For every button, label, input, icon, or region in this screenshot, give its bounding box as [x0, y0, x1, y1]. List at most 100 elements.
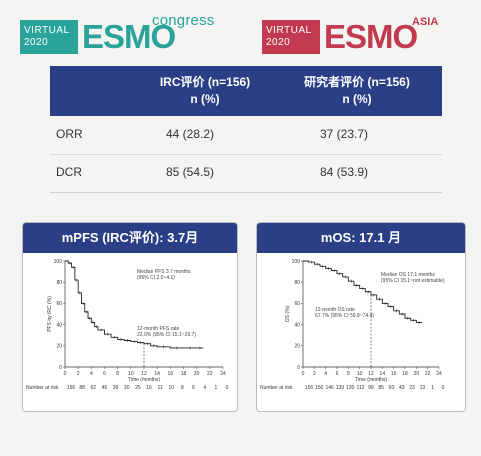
number-at-risk-value: 99: [368, 385, 374, 391]
number-at-risk-value: 1: [431, 385, 434, 391]
y-tick-label: 0: [297, 365, 300, 371]
number-at-risk-value: 43: [399, 385, 405, 391]
y-tick-label: 60: [56, 301, 62, 307]
x-tick-label: 12: [368, 371, 374, 377]
x-tick-label: 4: [90, 371, 93, 377]
irc-column-header: IRC评价 (n=156) n (%): [150, 74, 260, 108]
number-at-risk-value: 85: [378, 385, 384, 391]
virtual-label: VIRTUAL: [266, 25, 312, 36]
number-at-risk-label: Number at risk: [260, 385, 293, 391]
x-tick-label: 2: [77, 371, 80, 377]
esmo-brand: ESMO: [82, 18, 176, 55]
x-tick-label: 20: [194, 371, 200, 377]
virtual-badge: VIRTUAL 2020: [262, 20, 320, 54]
x-tick-label: 22: [425, 371, 431, 377]
survival-curve: [65, 260, 204, 349]
year-label: 2020: [24, 37, 49, 48]
number-at-risk-value: 0: [226, 385, 229, 391]
x-tick-label: 16: [391, 371, 397, 377]
number-at-risk-value: 25: [135, 385, 141, 391]
number-at-risk-value: 13: [420, 385, 426, 391]
x-tick-label: 0: [64, 371, 67, 377]
esmo-brand: ESMO: [324, 18, 418, 55]
y-tick-label: 80: [294, 280, 300, 286]
rate-annotation-line2: 22.0% (95% CI 15.1~29.7): [137, 332, 196, 338]
y-axis-label: PFS by IRC (%): [47, 296, 53, 332]
x-tick-label: 10: [128, 371, 134, 377]
x-axis-label: Time (months): [128, 377, 160, 383]
row-label: ORR: [56, 127, 83, 141]
x-tick-label: 18: [181, 371, 187, 377]
number-at-risk-label: Number at risk: [26, 385, 59, 391]
x-tick-label: 18: [402, 371, 408, 377]
number-at-risk-value: 8: [181, 385, 184, 391]
x-tick-label: 6: [336, 371, 339, 377]
number-at-risk-value: 39: [113, 385, 119, 391]
x-tick-label: 14: [154, 371, 160, 377]
number-at-risk-value: 156: [67, 385, 76, 391]
esmo-asia-logo: VIRTUAL 2020 ESMO ASIA: [262, 14, 438, 60]
median-annotation-line1: Median OS 17.1 months: [381, 272, 435, 278]
y-tick-label: 20: [56, 344, 62, 350]
x-tick-label: 24: [436, 371, 442, 377]
table-row: DCR 85 (54.5) 84 (53.9): [50, 155, 442, 193]
number-at-risk-value: 62: [91, 385, 97, 391]
number-at-risk-value: 156: [305, 385, 314, 391]
congress-label: congress: [152, 12, 215, 29]
virtual-label: VIRTUAL: [24, 25, 70, 36]
number-at-risk-value: 112: [357, 385, 365, 391]
pfs-panel: mPFS (IRC评价): 3.7月 0 20 40 60 80 100 0 2 4 6 8 10 12…: [22, 222, 238, 412]
x-tick-label: 6: [103, 371, 106, 377]
y-tick-label: 40: [294, 322, 300, 328]
median-annotation-line2: (95% CI 15.1~not estimable): [381, 278, 445, 284]
number-at-risk-value: 30: [124, 385, 130, 391]
os-panel: mOS: 17.1 月 0 20 40 60 80 100 0 2 4 6 8 10 12 14 16 18 2…: [256, 222, 466, 412]
x-axis-label: Time (months): [355, 377, 387, 383]
irc-header-line1: IRC评价 (n=156): [159, 75, 251, 89]
x-tick-label: 16: [168, 371, 174, 377]
irc-header-line2: n (%): [190, 92, 220, 106]
y-tick-label: 0: [59, 365, 62, 371]
number-at-risk-value: 6: [192, 385, 195, 391]
y-tick-label: 20: [294, 344, 300, 350]
median-annotation-line2: (95% CI 2.0~4.1): [137, 275, 175, 281]
x-tick-label: 8: [116, 371, 119, 377]
x-tick-label: 0: [302, 371, 305, 377]
x-tick-label: 12: [141, 371, 147, 377]
x-tick-label: 10: [357, 371, 363, 377]
y-tick-label: 100: [292, 259, 301, 265]
number-at-risk-value: 4: [203, 385, 206, 391]
irc-value: 85 (54.5): [166, 165, 215, 179]
number-at-risk-value: 46: [102, 385, 108, 391]
inv-header-line1: 研究者评价 (n=156): [304, 75, 410, 89]
virtual-badge: VIRTUAL 2020: [20, 20, 78, 54]
investigator-column-header: 研究者评价 (n=156) n (%): [282, 74, 432, 108]
rate-annotation-line1: 12-month PFS rate: [137, 326, 179, 332]
asia-label: ASIA: [412, 16, 439, 28]
number-at-risk-value: 10: [169, 385, 175, 391]
rate-annotation-line2: 67.7% (95% CI 59.8~74.4): [315, 313, 374, 319]
number-at-risk-value: 23: [409, 385, 415, 391]
number-at-risk-value: 150: [315, 385, 324, 391]
x-tick-label: 4: [324, 371, 327, 377]
number-at-risk-value: 130: [346, 385, 355, 391]
number-at-risk-value: 146: [325, 385, 334, 391]
median-annotation-line1: Median PFS 3.7 months: [137, 269, 191, 275]
number-at-risk-value: 60: [389, 385, 395, 391]
y-tick-label: 60: [294, 301, 300, 307]
y-tick-label: 40: [56, 322, 62, 328]
esmo-congress-logo: VIRTUAL 2020 ESMO congress: [20, 12, 214, 60]
number-at-risk-value: 88: [79, 385, 85, 391]
y-tick-label: 100: [54, 259, 63, 265]
y-axis-label: OS (%): [285, 305, 291, 322]
number-at-risk-value: 0: [442, 385, 445, 391]
x-tick-label: 20: [414, 371, 420, 377]
inv-header-line2: n (%): [342, 92, 372, 106]
x-tick-label: 2: [313, 371, 316, 377]
x-tick-label: 24: [220, 371, 226, 377]
x-tick-label: 22: [207, 371, 213, 377]
x-tick-label: 8: [347, 371, 350, 377]
y-tick-label: 80: [56, 280, 62, 286]
